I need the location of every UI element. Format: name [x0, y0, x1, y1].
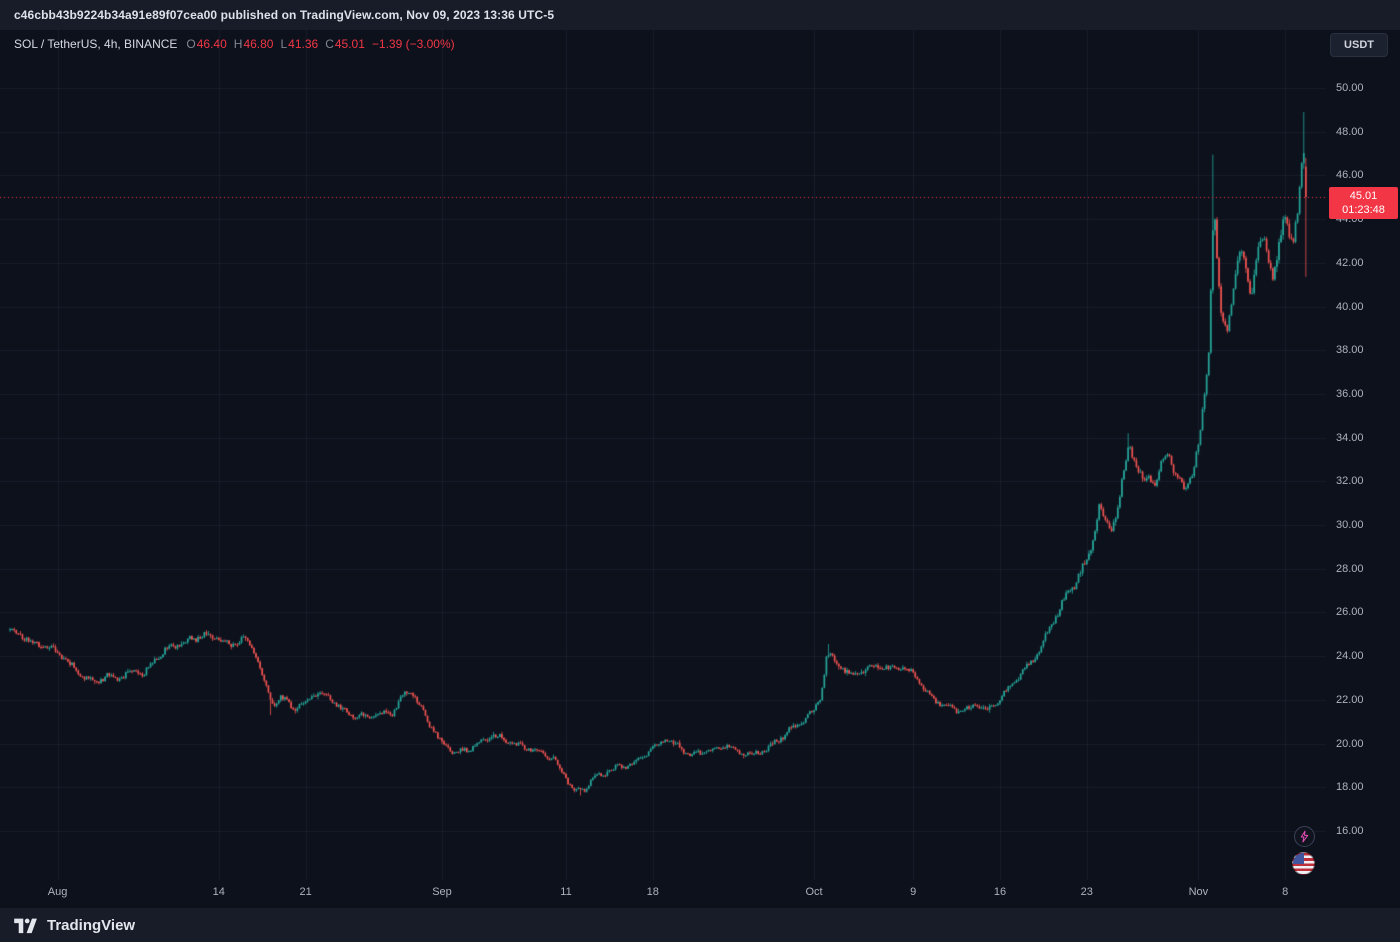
price-change: −1.39 (−3.00%): [371, 37, 455, 51]
time-tick-label: Nov: [1188, 886, 1209, 898]
bar-countdown: 01:23:48: [1342, 204, 1385, 217]
price-tick-label: 42.00: [1336, 256, 1364, 269]
time-tick-label: Sep: [432, 886, 452, 898]
time-tick-label: 11: [560, 886, 572, 898]
time-tick-label: 9: [910, 886, 917, 898]
lightning-icon: [1300, 830, 1309, 843]
price-tick-label: 18.00: [1336, 781, 1364, 794]
current-price-value: 45.01: [1349, 190, 1378, 203]
high-value: 46.80: [243, 37, 274, 51]
price-tick-label: 38.00: [1336, 344, 1364, 357]
attribution-bar: c46cbb43b9224b34a91e89f07cea00 published…: [0, 0, 1400, 30]
ohlc-open: O 46.40: [186, 37, 226, 51]
low-label: L: [280, 37, 288, 51]
price-tick-label: 46.00: [1336, 169, 1364, 182]
time-tick-label: 16: [993, 886, 1007, 898]
price-tick-label: 40.00: [1336, 300, 1364, 313]
price-tick-label: 34.00: [1336, 431, 1364, 444]
close-label: C: [325, 37, 334, 51]
close-value: 45.01: [334, 37, 365, 51]
lightning-badge[interactable]: [1294, 826, 1315, 847]
symbol-title[interactable]: SOL / TetherUS, 4h, BINANCE: [14, 37, 178, 51]
open-value: 46.40: [196, 37, 227, 51]
price-tick-label: 28.00: [1336, 562, 1364, 575]
ohlc-low: L 41.36: [280, 37, 318, 51]
high-label: H: [233, 37, 243, 51]
footer-bar: TradingView: [0, 908, 1400, 942]
price-tick-label: 22.00: [1336, 693, 1364, 706]
us-flag-badge[interactable]: [1292, 852, 1315, 875]
time-tick-label: Oct: [805, 886, 823, 898]
time-tick-label: 14: [212, 886, 225, 898]
time-tick-label: 18: [646, 886, 659, 898]
price-tick-label: 30.00: [1336, 519, 1364, 531]
tradingview-logo-icon[interactable]: [13, 915, 39, 935]
symbol-legend: SOL / TetherUS, 4h, BINANCE O 46.40 H 46.8…: [14, 37, 455, 51]
chart-area: SOL / TetherUS, 4h, BINANCE O 46.40 H 46.8…: [0, 30, 1400, 908]
price-tick-label: 20.00: [1336, 737, 1364, 750]
price-tick-label: 32.00: [1336, 475, 1364, 488]
time-tick-label: Aug: [47, 886, 68, 898]
ohlc-close: C 45.01: [325, 37, 365, 51]
ohlc-high: H 46.80: [234, 37, 274, 51]
current-price-label: 45.01 01:23:48: [1329, 187, 1398, 220]
time-tick-label: 8: [1282, 886, 1289, 898]
currency-button[interactable]: USDT: [1330, 33, 1388, 57]
time-tick-label: 23: [1080, 886, 1093, 898]
attribution-text: c46cbb43b9224b34a91e89f07cea00 published…: [14, 8, 555, 22]
price-tick-label: 26.00: [1336, 606, 1364, 619]
price-tick-label: 16.00: [1336, 824, 1364, 837]
price-tick-label: 48.00: [1336, 125, 1364, 138]
flag-canton-icon: [1293, 853, 1304, 864]
price-tick-label: 24.00: [1336, 650, 1364, 663]
open-label: O: [186, 37, 196, 51]
tradingview-brand-text[interactable]: TradingView: [47, 916, 136, 934]
price-tick-label: 36.00: [1336, 387, 1364, 400]
time-tick-label: 21: [299, 886, 312, 898]
candlestick-chart[interactable]: [0, 30, 1400, 908]
low-value: 41.36: [288, 37, 319, 51]
price-tick-label: 50.00: [1336, 82, 1364, 94]
